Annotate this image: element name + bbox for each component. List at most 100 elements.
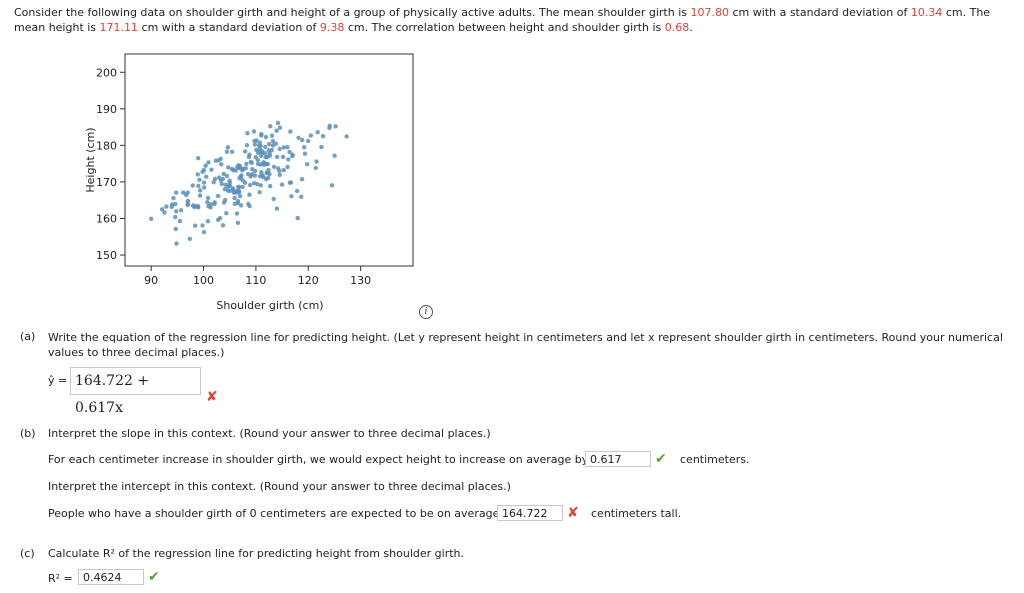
x-tick-label: 130: [350, 274, 371, 287]
info-icon[interactable]: i: [419, 305, 433, 319]
scatter-point: [238, 203, 244, 208]
scatter-point: [259, 170, 264, 175]
scatter-point: [263, 134, 269, 140]
scatter-point: [266, 148, 271, 153]
scatter-point: [260, 150, 265, 156]
scatter-point: [201, 180, 207, 185]
scatter-point: [244, 143, 250, 148]
part-a-text: Write the equation of the regression lin…: [48, 331, 1003, 359]
scatter-point: [234, 190, 240, 195]
scatter-point: [302, 151, 308, 156]
intro-text: cm. The correlation between height and s…: [344, 21, 665, 34]
scatter-point: [206, 160, 211, 165]
scatter-point: [248, 159, 253, 165]
scatter-point: [277, 172, 282, 178]
scatter-point: [285, 145, 290, 150]
points-layer: [149, 120, 349, 246]
scatter-point: [327, 123, 332, 128]
scatter-point: [204, 174, 209, 179]
scatter-point: [236, 184, 242, 190]
scatter-point: [225, 145, 231, 150]
intro-text: cm with a standard deviation of: [729, 6, 911, 19]
intro-text: .: [689, 21, 693, 34]
scatter-point: [287, 149, 292, 155]
scatter-plot: 150 160 170 180 190 200 90 100 110 120 130 Should…: [80, 46, 420, 319]
scatter-point: [289, 194, 294, 199]
scatter-point: [173, 201, 178, 207]
r-squared-input[interactable]: 0.4624: [78, 569, 144, 585]
scatter-point: [174, 209, 179, 214]
scatter-point: [295, 215, 300, 221]
intercept-answer-input[interactable]: 164.722: [497, 505, 563, 521]
scatter-point: [315, 130, 320, 135]
scatter-point: [190, 183, 195, 188]
scatter-point: [203, 163, 208, 168]
scatter-point: [211, 180, 216, 185]
scatter-point: [266, 167, 271, 173]
scatter-point: [306, 138, 311, 144]
intercept-sentence: People who have a shoulder girth of 0 ce…: [48, 507, 500, 520]
scatter-point: [243, 149, 248, 154]
scatter-point: [255, 181, 260, 187]
scatter-point: [225, 188, 231, 193]
scatter-point: [232, 195, 237, 201]
scatter-point: [205, 219, 211, 224]
scatter-point: [173, 214, 178, 220]
regression-equation-input[interactable]: 164.722 + 0.617x: [70, 367, 201, 416]
part-c-label: (c): [20, 547, 35, 560]
mean-height-value: 171.11: [99, 21, 139, 34]
scatter-point: [275, 120, 281, 126]
x-axis: 90 100 110 120 130: [144, 266, 371, 287]
scatter-point: [258, 162, 263, 167]
scatter-point: [264, 161, 269, 167]
scatter-point: [215, 193, 221, 199]
scatter-point: [208, 202, 213, 207]
scatter-point: [299, 177, 305, 182]
scatter-point: [252, 138, 257, 144]
scatter-point: [237, 193, 243, 199]
scatter-point: [205, 200, 210, 205]
scatter-point: [279, 182, 285, 187]
scatter-point: [223, 197, 228, 203]
scatter-point: [258, 183, 263, 188]
scatter-point: [217, 216, 223, 221]
scatter-point: [220, 223, 226, 228]
scatter-point: [174, 190, 179, 195]
scatter-point: [271, 196, 276, 202]
slope-answer-input[interactable]: 0.617: [585, 451, 651, 467]
scatter-point: [185, 201, 190, 206]
sd-girth-value: 10.34: [910, 6, 943, 19]
scatter-point: [299, 194, 304, 199]
scatter-point: [276, 166, 281, 171]
scatter-point: [277, 125, 283, 130]
scatter-point: [171, 195, 176, 201]
scatter-point: [240, 168, 245, 173]
scatter-point: [320, 134, 326, 139]
scatter-point: [254, 147, 259, 152]
scatter-point: [286, 157, 291, 162]
mean-girth-value: 107.80: [690, 6, 730, 19]
scatter-point: [219, 181, 224, 187]
scatter-point: [197, 188, 203, 193]
scatter-point: [231, 190, 237, 195]
scatter-point: [288, 129, 293, 134]
scatter-point: [244, 161, 249, 167]
y-tick-label: 170: [96, 176, 117, 189]
scatter-point: [245, 131, 250, 136]
scatter-point: [177, 218, 183, 224]
scatter-point: [314, 159, 319, 164]
scatter-point: [178, 208, 184, 213]
scatter-point: [173, 226, 178, 232]
scatter-point: [224, 211, 229, 216]
scatter-point: [344, 134, 349, 139]
part-b-text: Interpret the slope in this context. (Ro…: [48, 427, 491, 440]
plot-frame: [124, 53, 414, 267]
scatter-point: [240, 177, 245, 183]
scatter-point: [235, 198, 241, 204]
scatter-point: [234, 211, 240, 216]
scatter-point: [193, 223, 198, 228]
scatter-point: [212, 201, 217, 207]
scatter-point: [238, 174, 243, 179]
scatter-point: [261, 174, 266, 180]
slope-unit: centimeters.: [680, 453, 750, 466]
